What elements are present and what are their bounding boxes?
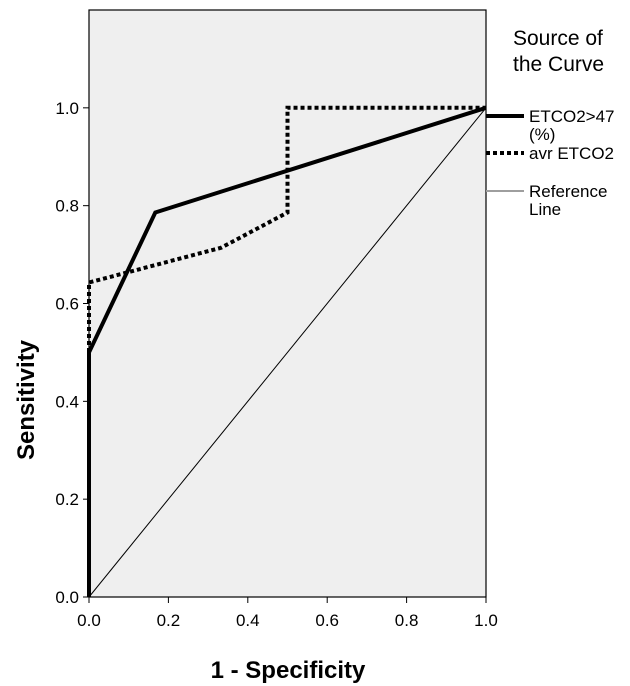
legend-label-2: Reference xyxy=(529,182,607,201)
y-axis-ticks: 0.0 0.2 0.4 0.6 0.8 1.0 xyxy=(55,99,89,607)
x-tick-label: 1.0 xyxy=(474,611,498,630)
legend-label-1: avr ETCO2 xyxy=(529,144,614,163)
y-tick-label: 0.4 xyxy=(55,392,79,411)
y-tick-label: 1.0 xyxy=(55,99,79,118)
y-axis-title: Sensitivity xyxy=(13,339,40,460)
y-tick-label: 0.2 xyxy=(55,490,79,509)
legend: Source of the Curve ETCO2>47(%)avr ETCO2 Re… xyxy=(486,27,615,219)
y-tick-label: 0.8 xyxy=(55,197,79,216)
legend-title: Source of xyxy=(513,27,603,50)
x-tick-label: 0.0 xyxy=(77,611,101,630)
y-tick-label: 0.6 xyxy=(55,295,79,314)
series-layer xyxy=(87,105,487,598)
legend-label-0: ETCO2>47 xyxy=(529,107,615,126)
legend-label-0: (%) xyxy=(529,125,555,144)
x-axis-title: 1 - Specificity xyxy=(211,657,366,684)
series-line-2 xyxy=(88,107,487,598)
x-tick-label: 0.6 xyxy=(315,611,339,630)
y-tick-label: 0.0 xyxy=(55,588,79,607)
x-tick-label: 0.4 xyxy=(236,611,260,630)
legend-title: the Curve xyxy=(513,53,604,76)
x-axis-ticks: 0.0 0.2 0.4 0.6 0.8 1.0 xyxy=(77,597,498,630)
x-tick-label: 0.8 xyxy=(395,611,419,630)
legend-label-2: Line xyxy=(529,200,561,219)
plot-area xyxy=(88,9,487,598)
x-tick-label: 0.2 xyxy=(157,611,181,630)
series-line-1 xyxy=(87,105,486,597)
